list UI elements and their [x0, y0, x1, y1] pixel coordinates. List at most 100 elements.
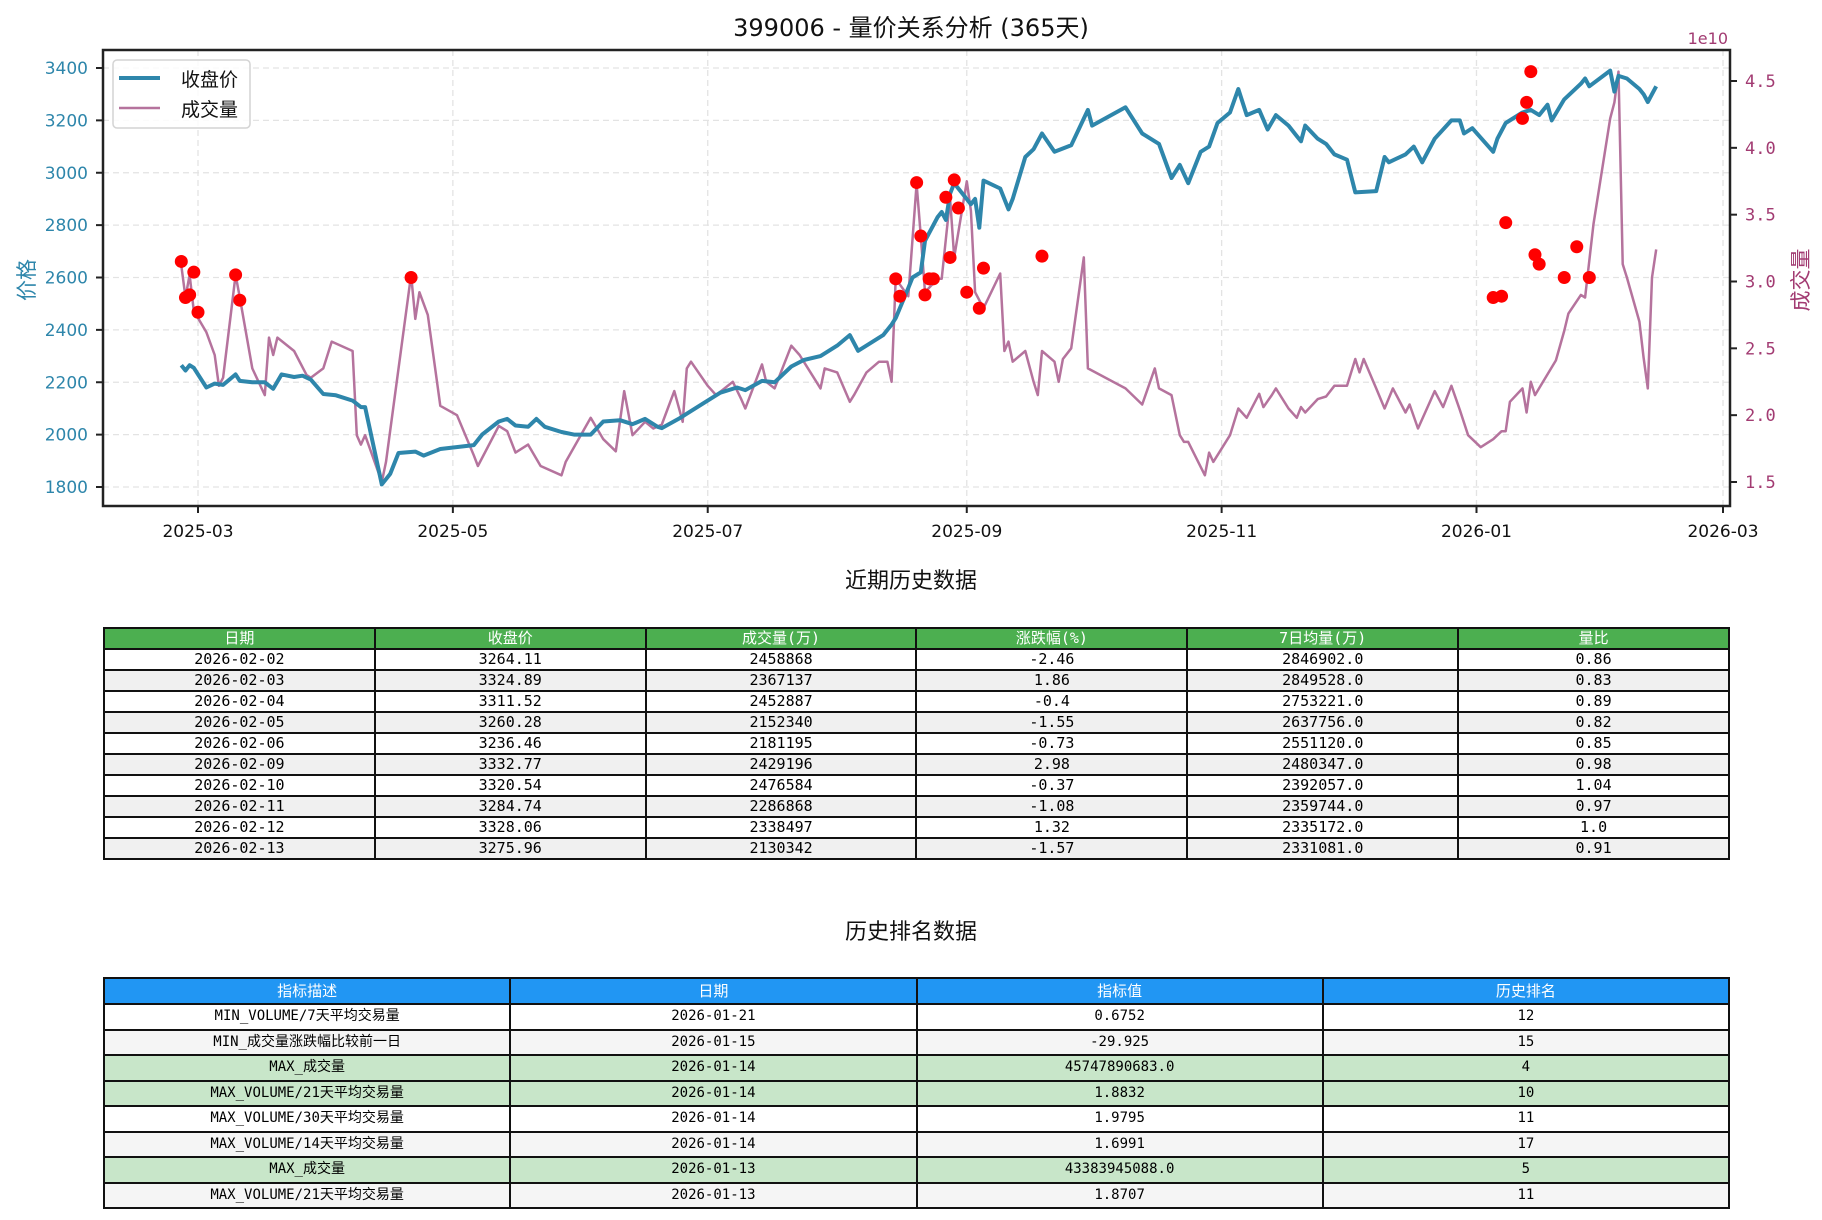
table-cell: 2392057.0	[1186, 774, 1460, 797]
column-header: 日期	[509, 977, 918, 1005]
table-cell: 3275.96	[373, 837, 647, 860]
table-cell: 2026-02-11	[103, 795, 376, 818]
table-cell: -1.08	[915, 795, 1189, 818]
table-cell: MAX_成交量	[102, 1054, 512, 1082]
spike-marker	[1570, 240, 1584, 254]
right-tick-label: 1.5	[1745, 473, 1776, 493]
table-cell: -29.925	[915, 1028, 1324, 1056]
table-header-row: 指标描述 日期 指标值 历史排名	[102, 977, 1731, 1005]
price-line	[179, 68, 1658, 487]
table-cell: 1.0	[1457, 816, 1730, 839]
table-cell: 2551120.0	[1186, 732, 1460, 755]
spike-marker	[233, 293, 247, 307]
table-cell: 3311.52	[373, 690, 647, 713]
table-row: 2026-02-03 3324.89 2367137 1.86 2849528.0 0.8…	[103, 669, 1730, 692]
table-cell: 0.83	[1457, 669, 1730, 692]
table-cell: MAX_成交量	[102, 1156, 512, 1184]
table-cell: 45747890683.0	[915, 1054, 1324, 1082]
table-cell: 3328.06	[373, 816, 647, 839]
table-cell: 2026-01-14	[509, 1130, 918, 1158]
spike-marker	[918, 288, 932, 302]
table-cell: 17	[1321, 1130, 1731, 1158]
grid-lines	[103, 50, 1730, 506]
table-cell: 2849528.0	[1186, 669, 1460, 692]
left-tick-label: 1800	[45, 478, 88, 498]
table-cell: 3324.89	[373, 669, 647, 692]
table-cell: 2026-01-14	[509, 1105, 918, 1133]
x-tick-label: 2026-01	[1441, 522, 1512, 540]
spike-marker	[947, 173, 961, 187]
table-cell: 0.91	[1457, 837, 1730, 860]
column-header: 收盘价	[373, 627, 647, 650]
table-cell: 2026-02-05	[103, 711, 376, 734]
table-cell: 2026-02-02	[103, 648, 376, 671]
legend-price-label: 收盘价	[181, 69, 238, 91]
table-cell: 43383945088.0	[915, 1156, 1324, 1184]
table-cell: 2026-02-09	[103, 753, 376, 776]
spike-marker	[910, 176, 924, 190]
right-tick-label: 2.5	[1745, 339, 1776, 359]
spike-marker	[976, 261, 990, 275]
left-axis-label: 价格	[15, 259, 39, 301]
column-header: 历史排名	[1321, 977, 1731, 1005]
table-row: MAX_VOLUME/21天平均交易量 2026-01-13 1.8707 11	[102, 1181, 1731, 1209]
table-cell: 11	[1321, 1105, 1731, 1133]
table-cell: 2026-02-03	[103, 669, 376, 692]
table-cell: 0.85	[1457, 732, 1730, 755]
spike-marker	[889, 272, 903, 286]
table-row: 2026-02-06 3236.46 2181195 -0.73 2551120.0 0.…	[103, 732, 1730, 755]
spike-marker	[1520, 95, 1534, 109]
table-row: MIN_成交量涨跌幅比较前一日 2026-01-15 -29.925 15	[102, 1028, 1731, 1056]
spike-marker	[1035, 249, 1049, 263]
table-row: 2026-02-11 3284.74 2286868 -1.08 2359744.0 0.…	[103, 795, 1730, 818]
left-tick-label: 2200	[45, 373, 88, 393]
left-tick-label: 2000	[45, 426, 88, 446]
table-cell: 1.86	[915, 669, 1189, 692]
table-cell: 2026-02-04	[103, 690, 376, 713]
table-cell: 3332.77	[373, 753, 647, 776]
table-row: 2026-02-10 3320.54 2476584 -0.37 2392057.0 1.…	[103, 774, 1730, 797]
table-cell: MAX_VOLUME/30天平均交易量	[102, 1105, 512, 1133]
table-cell: 1.32	[915, 816, 1189, 839]
table-row: MIN_VOLUME/7天平均交易量 2026-01-21 0.6752 12	[102, 1003, 1731, 1031]
left-tick-label: 3000	[45, 164, 88, 184]
spike-marker	[404, 270, 418, 284]
table-cell: 2359744.0	[1186, 795, 1460, 818]
table-cell: 2026-02-10	[103, 774, 376, 797]
table-row: 2026-02-02 3264.11 2458868 -2.46 2846902.0 0.…	[103, 648, 1730, 671]
table-cell: 0.82	[1457, 711, 1730, 734]
x-tick-label: 2025-05	[417, 522, 488, 540]
spike-marker	[943, 250, 957, 264]
table-cell: 2152340	[644, 711, 918, 734]
recent-data-table: 日期 收盘价 成交量(万) 涨跌幅(%) 7日均量(万) 量比 2026-02-02 326…	[103, 627, 1730, 860]
table-cell: -0.37	[915, 774, 1189, 797]
right-axis-ticks: 1.5 2.0 2.5 3.0 3.5 4.0 4.5	[1730, 72, 1776, 493]
spike-marker	[972, 301, 986, 315]
spike-marker	[174, 254, 188, 268]
table-cell: 2367137	[644, 669, 918, 692]
column-header: 涨跌幅(%)	[915, 627, 1189, 650]
table-cell: 1.6991	[915, 1130, 1324, 1158]
table-cell: 11	[1321, 1181, 1731, 1209]
table-cell: 2286868	[644, 795, 918, 818]
right-axis-label: 成交量	[1789, 249, 1813, 312]
spike-marker	[187, 265, 201, 279]
table-cell: 2130342	[644, 837, 918, 860]
table-cell: 2026-02-13	[103, 837, 376, 860]
table-cell: 3320.54	[373, 774, 647, 797]
recent-data-title: 近期历史数据	[844, 569, 977, 594]
table-row: 2026-02-05 3260.28 2152340 -1.55 2637756.0 0.…	[103, 711, 1730, 734]
table-cell: 2026-01-21	[509, 1003, 918, 1031]
table-cell: 2476584	[644, 774, 918, 797]
chart-title: 399006 - 量价关系分析 (365天)	[733, 14, 1089, 42]
table-row: 2026-02-12 3328.06 2338497 1.32 2335172.0 1.0	[103, 816, 1730, 839]
table-cell: 2753221.0	[1186, 690, 1460, 713]
volume-spike-markers	[174, 65, 1596, 319]
table-row: MAX_VOLUME/30天平均交易量 2026-01-14 1.9795 11	[102, 1105, 1731, 1133]
spike-marker	[183, 288, 197, 302]
column-header: 量比	[1457, 627, 1730, 650]
table-cell: 2.98	[915, 753, 1189, 776]
legend-volume-label: 成交量	[181, 99, 238, 121]
table-cell: 1.9795	[915, 1105, 1324, 1133]
table-cell: 1.04	[1457, 774, 1730, 797]
